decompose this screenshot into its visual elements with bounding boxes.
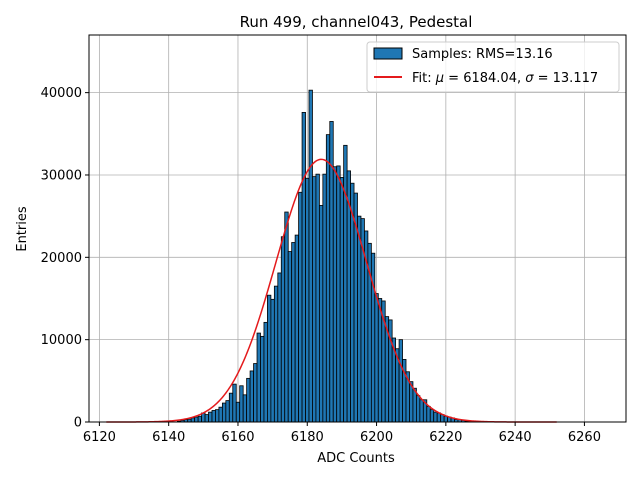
histogram-bar: [312, 176, 317, 423]
legend-box: [366, 41, 620, 93]
histogram-bar: [267, 294, 272, 423]
histogram-bar: [197, 415, 202, 423]
histogram-bar: [374, 293, 379, 423]
histogram-bar: [270, 298, 275, 423]
x-tick-label: 6240: [499, 430, 532, 445]
histogram-bar: [263, 321, 268, 423]
y-tick-label: 30000: [41, 168, 82, 183]
histogram-bar: [239, 385, 244, 423]
chart-title: Run 499, channel043, Pedestal: [240, 13, 473, 31]
histogram-bar: [436, 412, 442, 423]
histogram-bar: [194, 416, 199, 423]
histogram-bar: [277, 272, 282, 423]
histogram-bar: [218, 406, 223, 423]
legend-fit-label: Fit: μ = 6184.04, σ = 13.117: [412, 71, 598, 86]
x-axis-label: ADC Counts: [317, 451, 395, 466]
legend: Samples: RMS=13.16 Fit: μ = 6184.04, σ =…: [366, 41, 620, 93]
y-axis: 0 10000 20000 30000 40000: [41, 86, 89, 431]
histogram-bar: [242, 394, 248, 423]
histogram-bar: [301, 112, 306, 423]
histogram-bar: [190, 417, 196, 423]
histogram-bar: [256, 332, 261, 423]
histogram-bar: [325, 134, 331, 423]
x-tick-label: 6160: [221, 430, 254, 445]
histogram-bars: [176, 89, 483, 423]
histogram-bar: [253, 363, 258, 423]
histogram-bar: [246, 377, 251, 423]
histogram-bar: [332, 166, 338, 423]
histogram-bar: [204, 414, 209, 423]
x-tick-label: 6180: [291, 430, 324, 445]
histogram-bar: [429, 409, 435, 423]
legend-samples-label: Samples: RMS=13.16: [412, 47, 553, 62]
histogram-bar: [339, 177, 345, 423]
histogram-bar: [273, 285, 279, 423]
histogram-bar: [343, 144, 348, 423]
histogram-bar: [315, 173, 320, 423]
histogram-bar: [211, 410, 216, 423]
x-tick-label: 6220: [429, 430, 462, 445]
histogram-bar: [228, 392, 234, 423]
histogram-bar: [235, 401, 241, 423]
histogram-bar: [208, 411, 213, 423]
histogram-bar: [294, 234, 300, 423]
histogram-bar: [322, 173, 327, 423]
histogram-bar: [287, 251, 293, 423]
histogram-bar: [225, 400, 230, 423]
histogram-bar: [318, 205, 324, 423]
y-tick-label: 40000: [41, 86, 82, 101]
histogram-bar: [433, 411, 438, 423]
x-tick-label: 6200: [360, 430, 393, 445]
x-tick-label: 6120: [83, 430, 116, 445]
histogram-bar: [398, 339, 403, 423]
histogram-bar: [249, 370, 254, 423]
y-tick-label: 20000: [41, 251, 82, 266]
histogram-bar: [415, 395, 421, 423]
y-axis-label: Entries: [15, 206, 30, 252]
histogram-bar: [305, 177, 310, 423]
plot-frame: [88, 34, 627, 423]
gaussian-fit-line: [106, 158, 557, 423]
x-tick-label: 6140: [152, 430, 185, 445]
y-tick-label: 10000: [41, 333, 82, 348]
y-tick-label: 0: [74, 416, 82, 431]
x-axis: 6120 6140 6160 6180 6200 6220 6240 6260: [83, 422, 601, 445]
histogram-bar: [336, 165, 341, 423]
histogram-bar: [221, 402, 227, 423]
legend-samples-swatch: [373, 47, 403, 60]
histogram-bar: [412, 387, 417, 423]
histogram-bar: [280, 236, 286, 423]
histogram-bar: [426, 405, 431, 423]
histogram-bar: [232, 383, 237, 423]
histogram-bar: [357, 215, 362, 423]
histogram-bar: [215, 409, 220, 423]
histogram-bar: [377, 298, 383, 423]
histogram-bar: [284, 211, 289, 423]
histogram-bar: [308, 89, 313, 423]
histogram-bar: [291, 242, 296, 423]
histogram-bar: [443, 415, 448, 423]
x-tick-label: 6260: [568, 430, 601, 445]
histogram-bar: [419, 399, 424, 423]
histogram-bar: [260, 335, 265, 423]
histogram-bar: [298, 191, 303, 423]
